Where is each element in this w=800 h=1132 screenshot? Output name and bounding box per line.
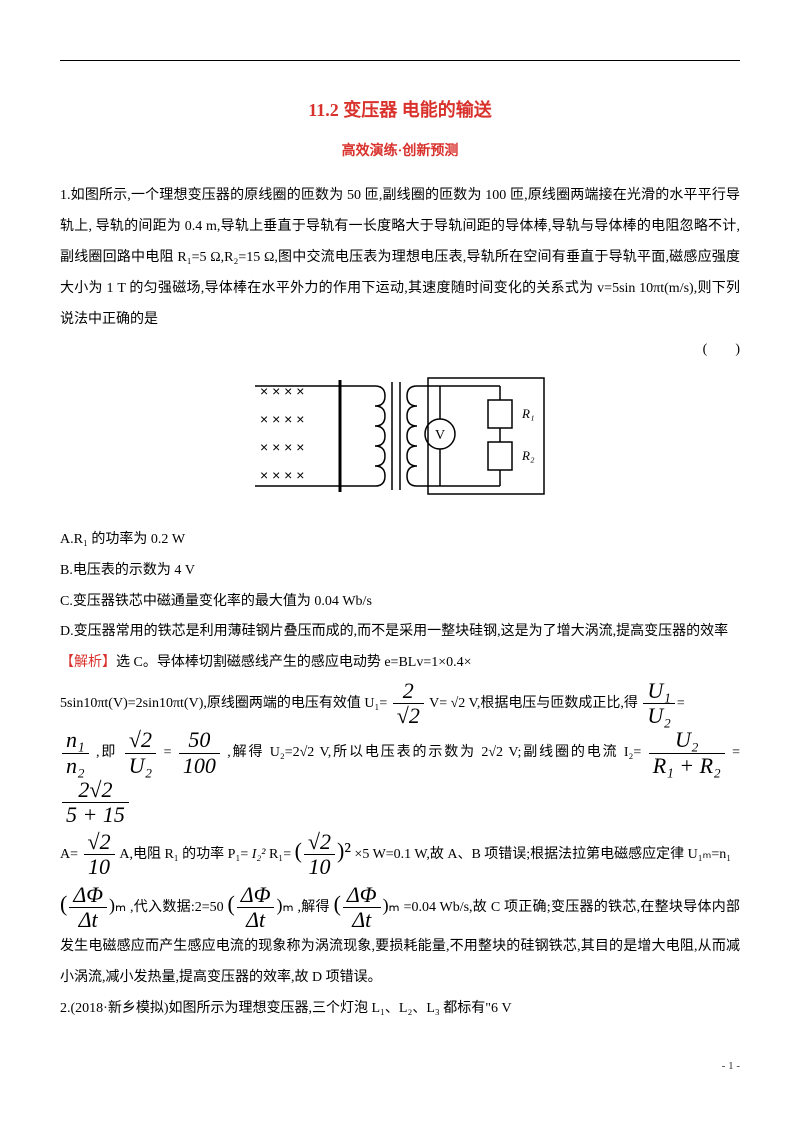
q1-stem: 1.如图所示,一个理想变压器的原线圈的匝数为 50 匝,副线圈的匝数为 100 …	[60, 181, 740, 335]
frac-r2-u2: √2U₂	[125, 728, 157, 777]
solution-label: 【解析】	[60, 655, 116, 670]
sol-line4: (ΔΦΔt)ₘ ,代入数据:2=50 (ΔΦΔt)ₘ ,解得 (ΔΦΔt)ₘ =…	[60, 880, 740, 994]
frac-50-100: 50100	[179, 728, 220, 777]
frac-r2-10-a: √210	[84, 830, 115, 879]
q2-stem: 2.(2018·新乡模拟)如图所示为理想变压器,三个灯泡 L₁、L₂、L₃ 都标…	[60, 994, 740, 1025]
sol-head: 选 C。导体棒切割磁感线产生的感应电动势 e=BLv=1×0.4×	[116, 655, 472, 670]
svg-text:R₁: R₁	[521, 406, 534, 421]
frac-2r2-515: 2√25 + 15	[62, 778, 129, 827]
sol-line2: n₁n₂ ,即 √2U₂ = 50100 ,解得 U₂=2√2 V,所以电压表的…	[60, 728, 740, 827]
opt-b: B.电压表的示数为 4 V	[60, 556, 740, 587]
dphi-1: ΔΦΔt	[69, 883, 107, 932]
section-subtitle: 高效演练·创新预测	[60, 137, 740, 168]
frac-u2-r1r2: U₂R₁ + R₂	[649, 728, 725, 777]
page-number: - 1 -	[60, 1054, 740, 1078]
q1-solution: 【解析】选 C。导体棒切割磁感线产生的感应电动势 e=BLv=1×0.4×	[60, 648, 740, 679]
top-rule	[60, 60, 740, 61]
sol-line1: 5sin10πt(V)=2sin10πt(V),原线圈两端的电压有效值 U₁= …	[60, 679, 740, 728]
opt-d: D.变压器常用的铁芯是利用薄硅钢片叠压而成的,而不是采用一整块硅钢,这是为了增大…	[60, 617, 740, 648]
svg-text:V: V	[435, 428, 445, 443]
frac-n1-n2: n₁n₂	[62, 728, 89, 777]
svg-text:× × × ×: × × × ×	[260, 439, 304, 455]
dphi-2: ΔΦΔt	[237, 883, 275, 932]
answer-blank: ( )	[703, 335, 740, 366]
section-title: 11.2 变压器 电能的输送	[60, 91, 740, 131]
frac-2-root2: 2√2	[393, 679, 424, 728]
sol-line3: A= √210 A,电阻 R₁ 的功率 P₁= I₂² R₁= (√210)² …	[60, 827, 740, 879]
opt-a: A.R₁ 的功率为 0.2 W	[60, 525, 740, 556]
dphi-3: ΔΦΔt	[343, 883, 381, 932]
svg-text:× × × ×: × × × ×	[260, 411, 304, 427]
opt-c: C.变压器铁芯中磁通量变化率的最大值为 0.04 Wb/s	[60, 587, 740, 618]
frac-u1-u2: U₁U₂	[643, 679, 675, 728]
svg-text:R₂: R₂	[521, 448, 535, 463]
q1-options: A.R₁ 的功率为 0.2 W B.电压表的示数为 4 V C.变压器铁芯中磁通…	[60, 525, 740, 648]
svg-text:× × × ×: × × × ×	[260, 467, 304, 483]
frac-r2-10-b: √210	[304, 830, 335, 879]
circuit-figure: × × × × × × × × × × × × × × × × V R₁ R₂	[60, 374, 740, 517]
